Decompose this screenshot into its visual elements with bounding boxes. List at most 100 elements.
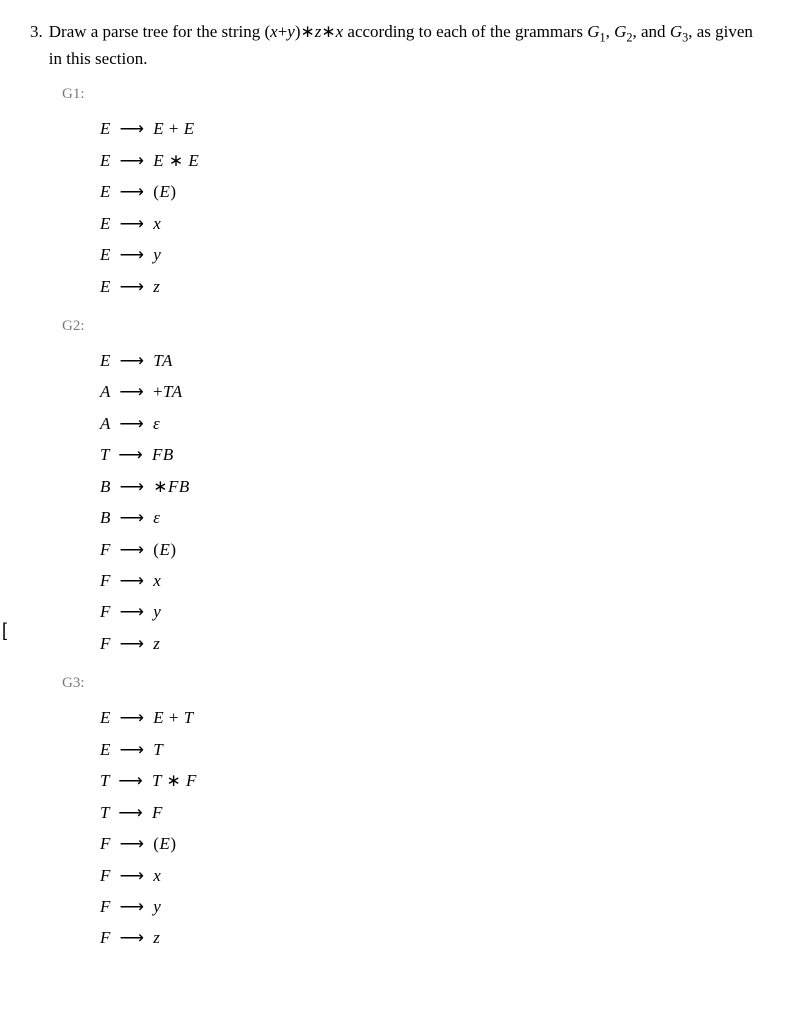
question-number: 3. <box>30 20 43 44</box>
prod-lhs: E <box>100 277 111 296</box>
prod-lhs: E <box>100 182 111 201</box>
production-rule: E ⟶ E + T <box>100 702 762 733</box>
production-rule: E ⟶ T <box>100 734 762 765</box>
arrow-icon: ⟶ <box>120 596 145 627</box>
arrow-icon: ⟶ <box>118 765 143 796</box>
arrow-icon: ⟶ <box>118 439 143 470</box>
prod-rhs: T ∗ F <box>152 771 197 790</box>
production-rule: T ⟶ T ∗ F <box>100 765 762 796</box>
arrow-icon: ⟶ <box>120 471 145 502</box>
prod-lhs: E <box>100 740 111 759</box>
arrow-icon: ⟶ <box>120 734 145 765</box>
prod-lhs: F <box>100 866 111 885</box>
prod-lhs: T <box>100 771 110 790</box>
q-expr: (x+y)∗z∗x <box>264 22 343 41</box>
prod-lhs: E <box>100 151 111 170</box>
production-rule: E ⟶ E + E <box>100 113 762 144</box>
prod-rhs: z <box>153 928 160 947</box>
prod-lhs: F <box>100 834 111 853</box>
arrow-icon: ⟶ <box>120 891 145 922</box>
production-rule: E ⟶ TA <box>100 345 762 376</box>
production-rule: E ⟶ (E) <box>100 176 762 207</box>
q-g3: G <box>670 22 682 41</box>
grammar-label-g1: G1: <box>62 84 762 105</box>
arrow-icon: ⟶ <box>120 145 145 176</box>
question-block: 3. Draw a parse tree for the string (x+y… <box>30 20 762 70</box>
prod-rhs: x <box>153 866 161 885</box>
production-rule: F ⟶ z <box>100 628 762 659</box>
prod-lhs: F <box>100 540 111 559</box>
production-rule: F ⟶ (E) <box>100 828 762 859</box>
production-rule: T ⟶ F <box>100 797 762 828</box>
prod-rhs: (E) <box>153 834 176 853</box>
prod-rhs: E + E <box>153 119 194 138</box>
prod-lhs: F <box>100 928 111 947</box>
q-pre: Draw a parse tree for the string <box>49 22 265 41</box>
production-rule: F ⟶ (E) <box>100 534 762 565</box>
arrow-icon: ⟶ <box>120 828 145 859</box>
production-rule: F ⟶ z <box>100 922 762 953</box>
q-g1sub: 1 <box>599 30 605 44</box>
arrow-icon: ⟶ <box>120 239 145 270</box>
prod-rhs: ∗FB <box>153 477 190 496</box>
arrow-icon: ⟶ <box>120 860 145 891</box>
production-rule: A ⟶ ε <box>100 408 762 439</box>
q-g2: G <box>614 22 626 41</box>
arrow-icon: ⟶ <box>120 922 145 953</box>
production-rule: F ⟶ x <box>100 860 762 891</box>
arrow-icon: ⟶ <box>120 113 145 144</box>
prod-lhs: E <box>100 351 111 370</box>
text-cursor: [ <box>2 618 7 643</box>
production-rule: F ⟶ y <box>100 891 762 922</box>
arrow-icon: ⟶ <box>119 408 144 439</box>
arrow-icon: ⟶ <box>120 208 145 239</box>
prod-rhs: (E) <box>153 182 176 201</box>
arrow-icon: ⟶ <box>120 565 145 596</box>
production-rule: E ⟶ E ∗ E <box>100 145 762 176</box>
prod-lhs: T <box>100 445 110 464</box>
arrow-icon: ⟶ <box>120 702 145 733</box>
prod-rhs: ε <box>153 508 160 527</box>
prod-rhs: x <box>153 214 161 233</box>
arrow-icon: ⟶ <box>120 628 145 659</box>
production-rule: F ⟶ y <box>100 596 762 627</box>
prod-rhs: E + T <box>153 708 193 727</box>
q-g1: G <box>587 22 599 41</box>
prod-rhs: y <box>153 897 161 916</box>
prod-rhs: E ∗ E <box>153 151 199 170</box>
q-mid: according to each of the grammars <box>343 22 587 41</box>
prod-lhs: F <box>100 897 111 916</box>
prod-rhs: x <box>153 571 161 590</box>
production-rule: B ⟶ ε <box>100 502 762 533</box>
prod-rhs: TA <box>153 351 173 370</box>
prod-rhs: ε <box>153 414 160 433</box>
prod-rhs: y <box>153 245 161 264</box>
prod-rhs: z <box>153 277 160 296</box>
production-rule: B ⟶ ∗FB <box>100 471 762 502</box>
productions-g1: E ⟶ E + EE ⟶ E ∗ EE ⟶ (E)E ⟶ xE ⟶ yE ⟶ z <box>100 113 762 302</box>
prod-lhs: E <box>100 119 111 138</box>
prod-rhs: y <box>153 602 161 621</box>
prod-lhs: E <box>100 245 111 264</box>
production-rule: A ⟶ +TA <box>100 376 762 407</box>
q-g2sub: 2 <box>626 30 632 44</box>
productions-g2: E ⟶ TAA ⟶ +TAA ⟶ εT ⟶ FBB ⟶ ∗FBB ⟶ εF ⟶ … <box>100 345 762 659</box>
arrow-icon: ⟶ <box>118 797 143 828</box>
prod-lhs: E <box>100 214 111 233</box>
arrow-icon: ⟶ <box>120 502 145 533</box>
prod-lhs: A <box>100 414 111 433</box>
prod-lhs: B <box>100 477 111 496</box>
prod-rhs: T <box>153 740 163 759</box>
prod-rhs: (E) <box>153 540 176 559</box>
grammar-label-g2: G2: <box>62 316 762 337</box>
prod-lhs: E <box>100 708 111 727</box>
productions-g3: E ⟶ E + TE ⟶ TT ⟶ T ∗ FT ⟶ FF ⟶ (E)F ⟶ x… <box>100 702 762 954</box>
prod-rhs: F <box>152 803 163 822</box>
arrow-icon: ⟶ <box>120 176 145 207</box>
prod-rhs: FB <box>152 445 174 464</box>
prod-rhs: z <box>153 634 160 653</box>
production-rule: E ⟶ y <box>100 239 762 270</box>
prod-lhs: F <box>100 602 111 621</box>
production-rule: E ⟶ z <box>100 271 762 302</box>
prod-lhs: T <box>100 803 110 822</box>
